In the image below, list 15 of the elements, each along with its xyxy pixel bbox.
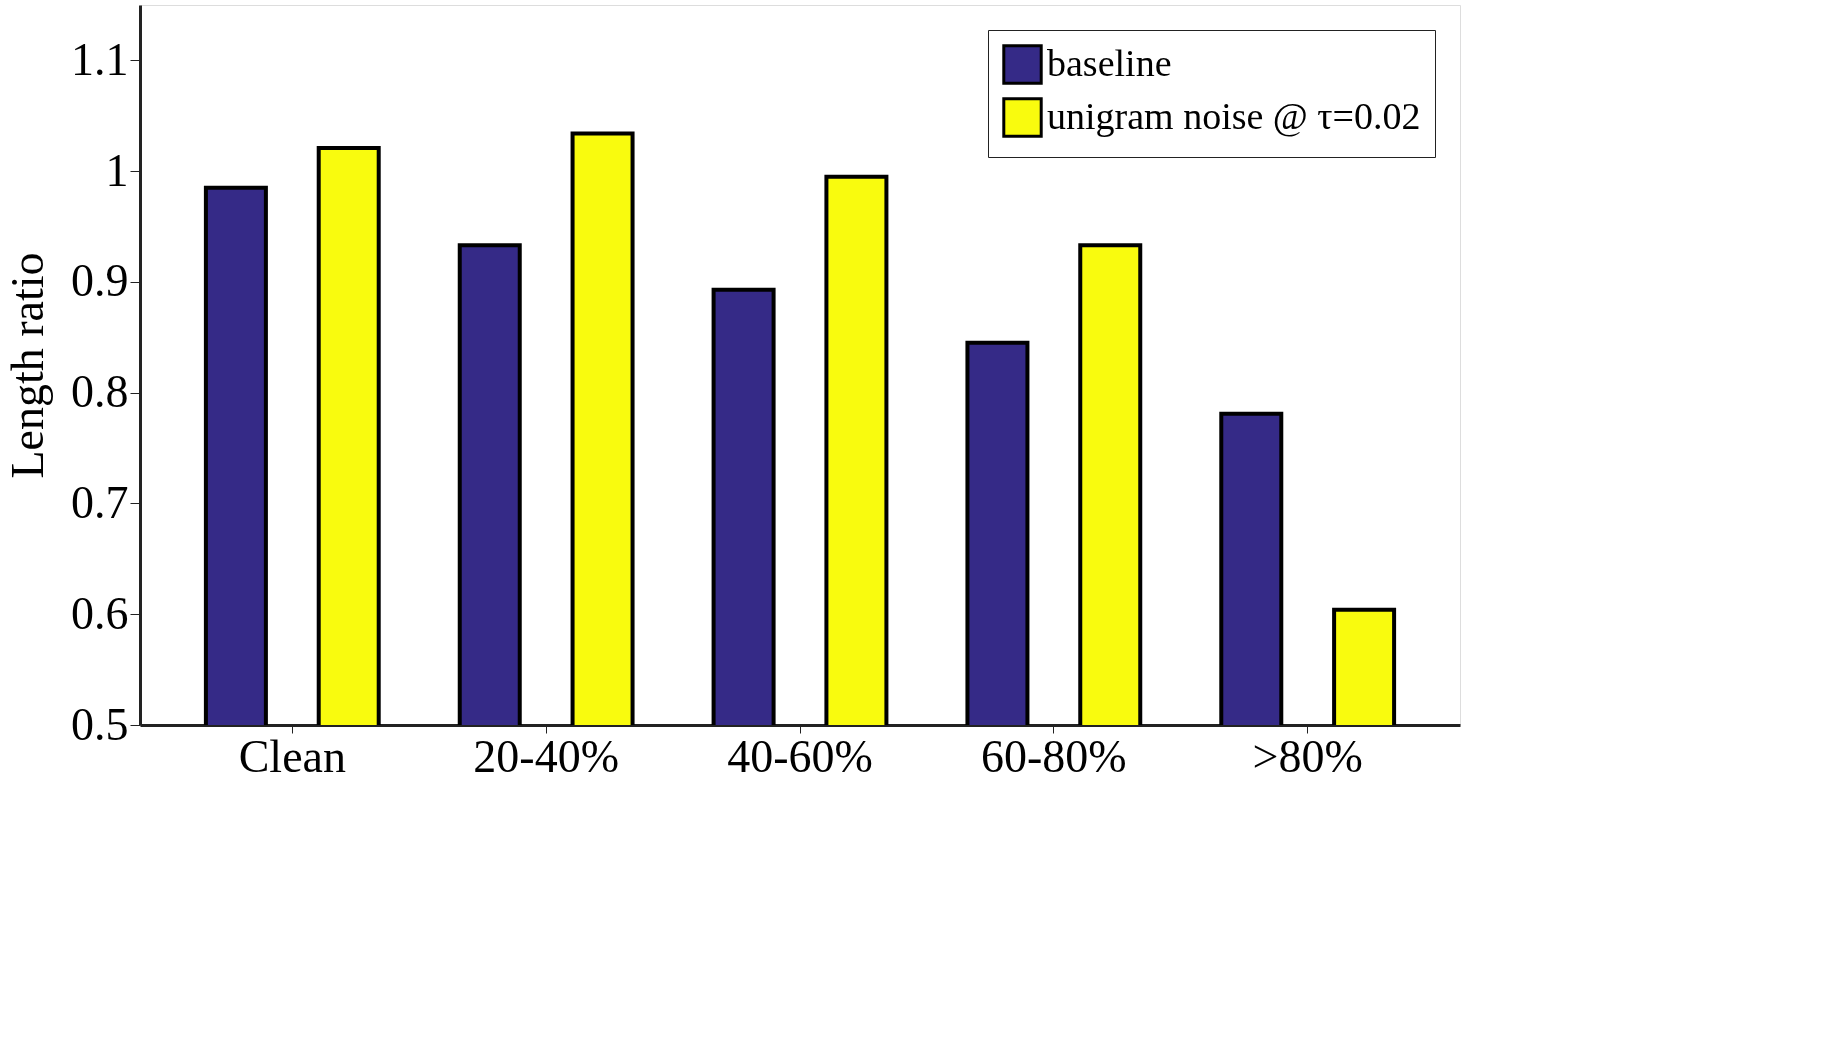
x-tick-label: 60-80% <box>981 730 1127 782</box>
x-tick-label: 40-60% <box>727 730 873 782</box>
x-tick-label: Clean <box>238 730 346 782</box>
y-tick-label: 0.5 <box>71 698 129 750</box>
y-axis-title: Length ratio <box>2 252 53 479</box>
y-tick-label: 0.7 <box>71 476 129 528</box>
y-tick-label: 0.9 <box>71 255 129 307</box>
y-tick-label: 1 <box>105 144 129 196</box>
y-tick-label: 0.8 <box>71 366 129 418</box>
legend-label: unigram noise @ τ=0.02 <box>1047 94 1421 137</box>
x-tick-label: >80% <box>1252 730 1363 782</box>
legend-label: baseline <box>1047 41 1172 84</box>
y-tick-label: 0.6 <box>71 587 129 639</box>
x-tick-label: 20-40% <box>473 730 619 782</box>
y-tick-label: 1.1 <box>71 33 129 85</box>
